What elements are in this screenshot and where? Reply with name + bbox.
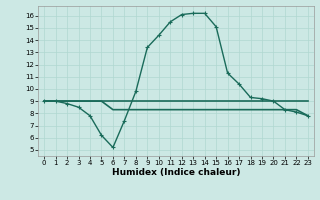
- X-axis label: Humidex (Indice chaleur): Humidex (Indice chaleur): [112, 168, 240, 177]
